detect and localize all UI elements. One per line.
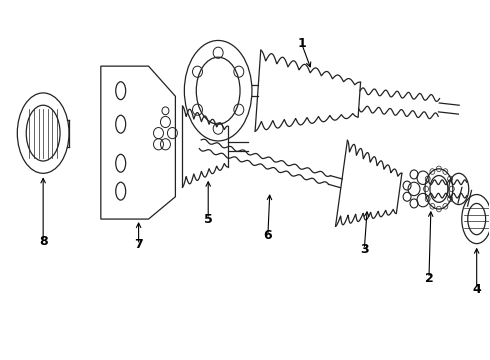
Text: 1: 1 [297, 37, 306, 50]
Text: 6: 6 [264, 229, 272, 242]
Text: 7: 7 [134, 238, 143, 251]
Text: 3: 3 [360, 243, 368, 256]
Text: 8: 8 [39, 235, 48, 248]
Text: 2: 2 [424, 272, 433, 285]
Text: 5: 5 [204, 212, 213, 226]
Text: 4: 4 [472, 283, 481, 296]
